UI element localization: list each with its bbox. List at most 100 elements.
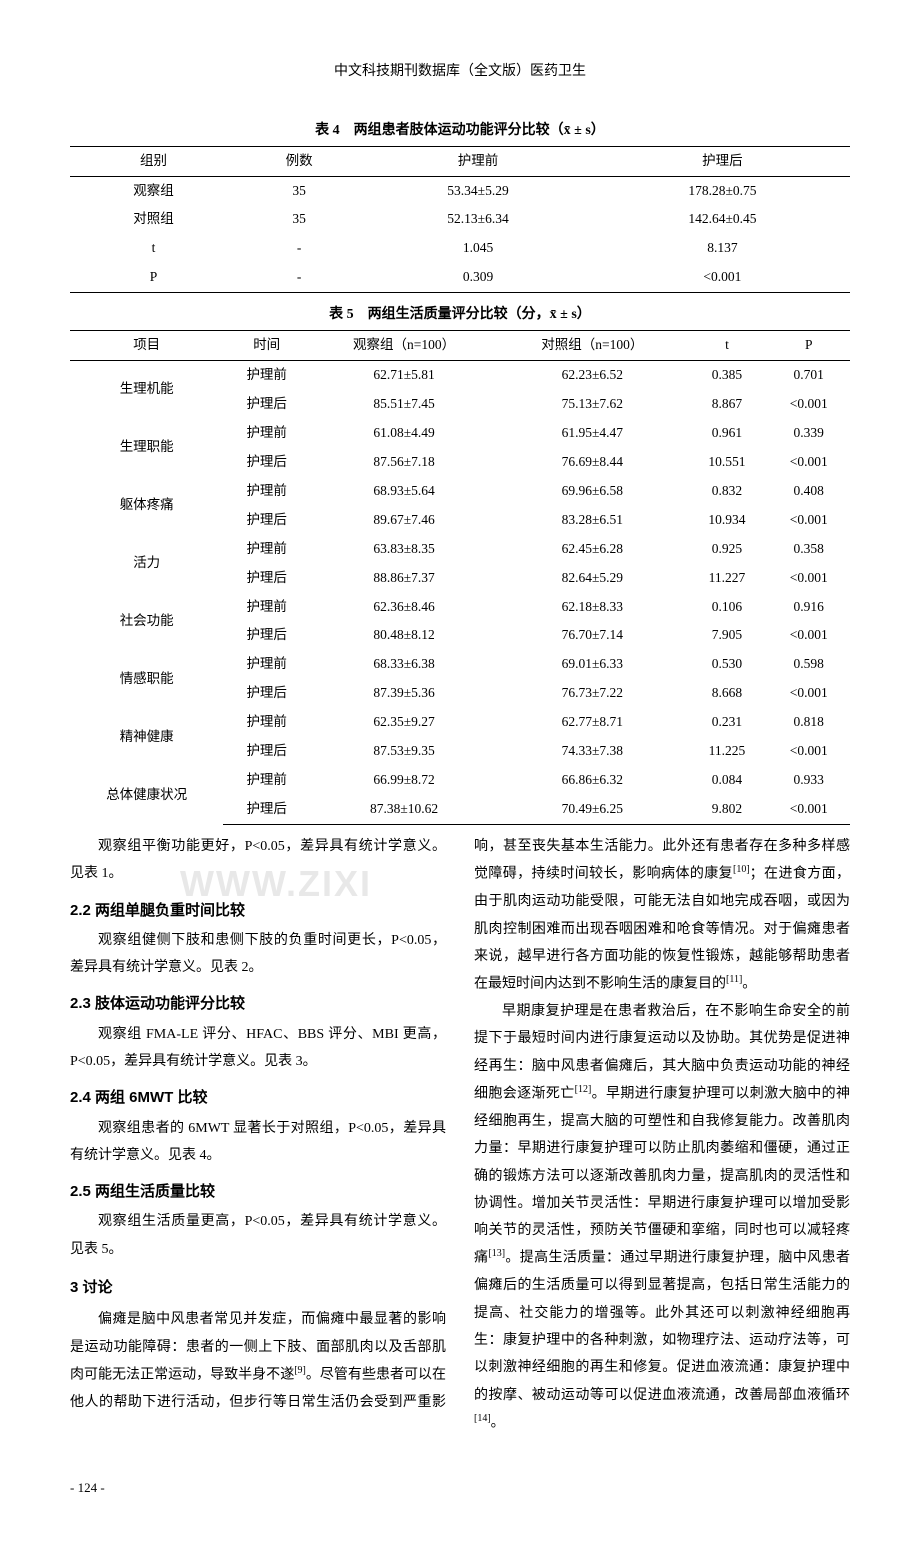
table-cell: 53.34±5.29	[361, 176, 595, 205]
table-cell: 62.71±5.81	[310, 361, 498, 390]
table-cell: 52.13±6.34	[361, 205, 595, 234]
table-row: P-0.309<0.001	[70, 263, 850, 292]
table-cell: 护理后	[223, 390, 310, 419]
table-row: t-1.0458.137	[70, 234, 850, 263]
table-row-label: 精神健康	[70, 708, 223, 766]
table-cell: 35	[237, 205, 361, 234]
table5: 项目时间观察组（n=100）对照组（n=100）tP生理机能护理前62.71±5…	[70, 330, 850, 825]
table-cell: <0.001	[767, 564, 850, 593]
table-cell: t	[70, 234, 237, 263]
table-cell: 0.309	[361, 263, 595, 292]
table-cell: 82.64±5.29	[498, 564, 686, 593]
s3-p2: 早期康复护理是在患者救治后，在不影响生命安全的前提下于最短时间内进行康复运动以及…	[474, 998, 850, 1437]
table-cell: -	[237, 263, 361, 292]
table-cell: 11.227	[686, 564, 767, 593]
table-row-label: 总体健康状况	[70, 766, 223, 824]
table-cell: 68.33±6.38	[310, 650, 498, 679]
table-cell: 0.231	[686, 708, 767, 737]
table-cell: 0.408	[767, 477, 850, 506]
table-header: 护理后	[595, 146, 850, 176]
table-cell: 0.530	[686, 650, 767, 679]
s2-3-title: 2.3 肢体运动功能评分比较	[70, 989, 446, 1018]
table-cell: 8.867	[686, 390, 767, 419]
s2-2-body: 观察组健侧下肢和患侧下肢的负重时间更长，P<0.05，差异具有统计学意义。见表 …	[70, 927, 446, 982]
table-row-label: 躯体疼痛	[70, 477, 223, 535]
table-cell: 0.961	[686, 419, 767, 448]
table-cell: 61.95±4.47	[498, 419, 686, 448]
table-cell: 护理后	[223, 679, 310, 708]
table-header: 护理前	[361, 146, 595, 176]
table-cell: 护理前	[223, 650, 310, 679]
table-row: 观察组3553.34±5.29178.28±0.75	[70, 176, 850, 205]
table-cell: 0.701	[767, 361, 850, 390]
table-cell: 74.33±7.38	[498, 737, 686, 766]
table-header: 对照组（n=100）	[498, 331, 686, 361]
table-cell: 35	[237, 176, 361, 205]
table-row-label: 生理机能	[70, 361, 223, 419]
table-cell: <0.001	[767, 506, 850, 535]
s2-4-body: 观察组患者的 6MWT 显著长于对照组，P<0.05，差异具有统计学意义。见表 …	[70, 1115, 446, 1170]
table-cell: 0.832	[686, 477, 767, 506]
table-cell: <0.001	[767, 390, 850, 419]
table-cell: 62.23±6.52	[498, 361, 686, 390]
table-cell: 护理后	[223, 795, 310, 824]
table-cell: 88.86±7.37	[310, 564, 498, 593]
table-cell: 87.39±5.36	[310, 679, 498, 708]
table-cell: 76.73±7.22	[498, 679, 686, 708]
table4: 组别例数护理前护理后观察组3553.34±5.29178.28±0.75对照组3…	[70, 146, 850, 294]
table-cell: 69.01±6.33	[498, 650, 686, 679]
table-header: 例数	[237, 146, 361, 176]
table-cell: 83.28±6.51	[498, 506, 686, 535]
table-row: 情感职能护理前68.33±6.3869.01±6.330.5300.598	[70, 650, 850, 679]
table-cell: 0.933	[767, 766, 850, 795]
table-cell: 62.35±9.27	[310, 708, 498, 737]
table-cell: 70.49±6.25	[498, 795, 686, 824]
table-cell: 63.83±8.35	[310, 535, 498, 564]
table-cell: 8.137	[595, 234, 850, 263]
table-cell: 69.96±6.58	[498, 477, 686, 506]
page-header: 中文科技期刊数据库（全文版）医药卫生	[70, 60, 850, 84]
table-cell: 0.106	[686, 593, 767, 622]
table-cell: 87.38±10.62	[310, 795, 498, 824]
table-row: 生理机能护理前62.71±5.8162.23±6.520.3850.701	[70, 361, 850, 390]
s2-3-body: 观察组 FMA-LE 评分、HFAC、BBS 评分、MBI 更高，P<0.05，…	[70, 1021, 446, 1076]
table-cell: 护理前	[223, 708, 310, 737]
table-row: 对照组3552.13±6.34142.64±0.45	[70, 205, 850, 234]
table-row-label: 社会功能	[70, 593, 223, 651]
table-cell: 61.08±4.49	[310, 419, 498, 448]
table-cell: 76.69±8.44	[498, 448, 686, 477]
table-header: t	[686, 331, 767, 361]
s2-2-title: 2.2 两组单腿负重时间比较	[70, 896, 446, 925]
table-cell: 10.551	[686, 448, 767, 477]
table-row: 躯体疼痛护理前68.93±5.6469.96±6.580.8320.408	[70, 477, 850, 506]
table-cell: P	[70, 263, 237, 292]
table-header: P	[767, 331, 850, 361]
table-cell: 护理前	[223, 419, 310, 448]
table-cell: 62.36±8.46	[310, 593, 498, 622]
page-number: - 124 -	[70, 1477, 850, 1499]
table-cell: 0.925	[686, 535, 767, 564]
table-cell: 护理前	[223, 477, 310, 506]
table-header: 项目	[70, 331, 223, 361]
table-cell: <0.001	[767, 448, 850, 477]
table-cell: 89.67±7.46	[310, 506, 498, 535]
table-cell: 66.86±6.32	[498, 766, 686, 795]
table-header: 时间	[223, 331, 310, 361]
table-cell: 护理后	[223, 621, 310, 650]
table-cell: 11.225	[686, 737, 767, 766]
table-cell: 0.339	[767, 419, 850, 448]
table-cell: 66.99±8.72	[310, 766, 498, 795]
s2-5-title: 2.5 两组生活质量比较	[70, 1177, 446, 1206]
table-cell: 对照组	[70, 205, 237, 234]
table-cell: 76.70±7.14	[498, 621, 686, 650]
table-cell: 87.53±9.35	[310, 737, 498, 766]
table-row: 社会功能护理前62.36±8.4662.18±8.330.1060.916	[70, 593, 850, 622]
table-cell: 护理后	[223, 737, 310, 766]
table-cell: 观察组	[70, 176, 237, 205]
table-row-label: 情感职能	[70, 650, 223, 708]
table-cell: 62.45±6.28	[498, 535, 686, 564]
table-row: 精神健康护理前62.35±9.2762.77±8.710.2310.818	[70, 708, 850, 737]
table-cell: 9.802	[686, 795, 767, 824]
table-row-label: 生理职能	[70, 419, 223, 477]
table-header: 组别	[70, 146, 237, 176]
